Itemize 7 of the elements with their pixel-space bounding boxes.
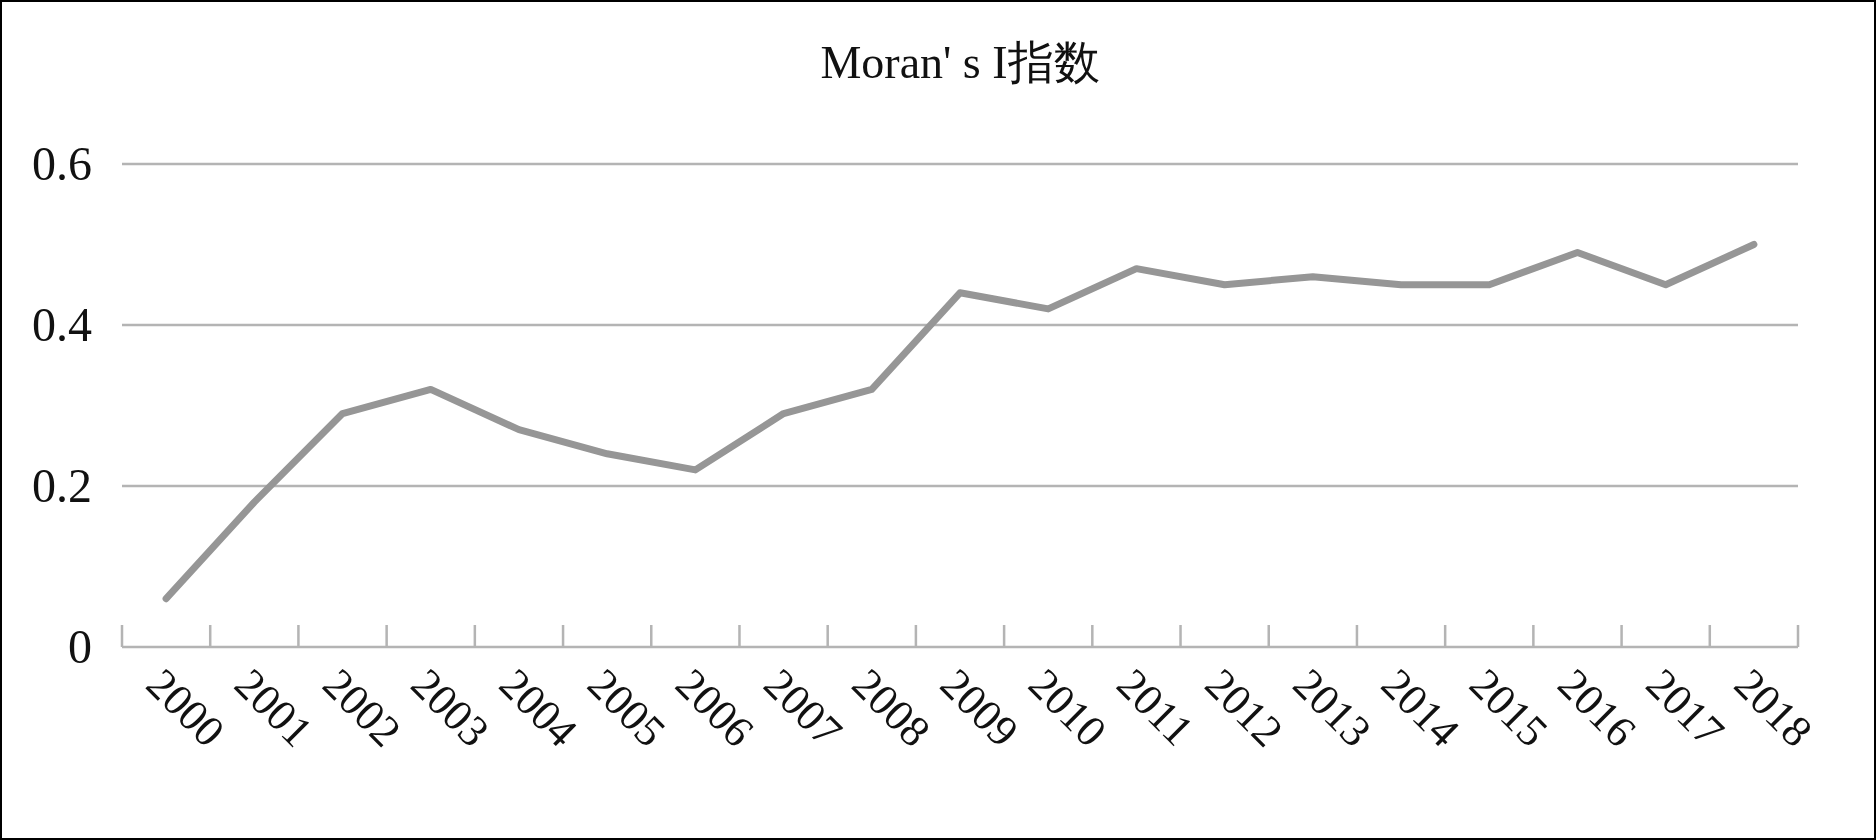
chart-title: Moran' s I指数 xyxy=(820,37,1100,88)
y-tick-label: 0.4 xyxy=(32,298,92,351)
y-tick-label: 0.2 xyxy=(32,459,92,512)
x-tick-label: 2007 xyxy=(754,659,852,757)
x-tick-label: 2017 xyxy=(1636,659,1734,757)
y-tick-label: 0.6 xyxy=(32,137,92,190)
y-tick-label: 0 xyxy=(68,620,92,673)
